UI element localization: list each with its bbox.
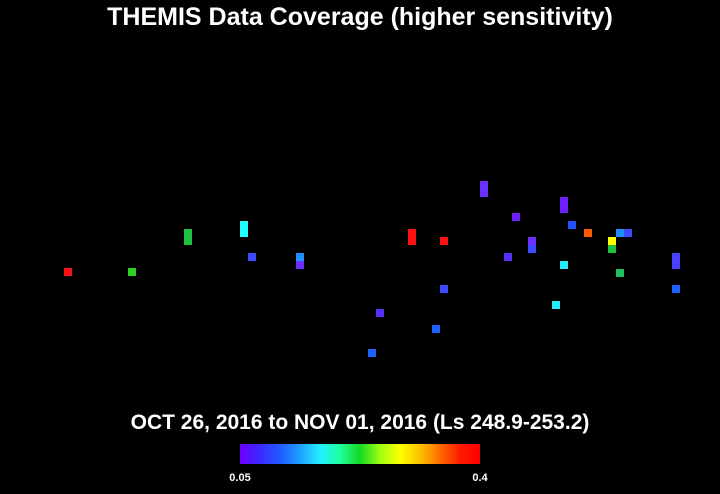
coverage-marker [440,237,448,245]
coverage-marker [512,213,520,221]
coverage-marker [584,229,592,237]
coverage-marker [672,253,680,269]
coverage-marker [432,325,440,333]
coverage-marker [616,229,624,237]
coverage-marker [568,221,576,229]
color-scale-min-label: 0.05 [229,472,251,484]
map-title: THEMIS Data Coverage (higher sensitivity… [107,3,613,31]
color-scale-bar [240,444,480,464]
coverage-marker [608,245,616,253]
coverage-marker [608,237,616,245]
coverage-marker [128,268,136,276]
coverage-marker [248,253,256,261]
coverage-marker [376,309,384,317]
coverage-marker [184,229,192,245]
coverage-marker [552,301,560,309]
coverage-marker [480,181,488,197]
coverage-marker [672,285,680,293]
color-scale-max-label: 0.4 [472,472,488,484]
coverage-marker [440,285,448,293]
coverage-marker [64,268,72,276]
coverage-marker [560,197,568,213]
coverage-marker [296,253,304,261]
coverage-marker [560,261,568,269]
coverage-marker [296,261,304,269]
coverage-marker [624,229,632,237]
coverage-marker [504,253,512,261]
date-range-label: OCT 26, 2016 to NOV 01, 2016 (Ls 248.9-2… [130,411,590,434]
coverage-marker [616,269,624,277]
coverage-markers [64,181,680,357]
coverage-marker [240,221,248,237]
coverage-marker [408,229,416,245]
coverage-marker [528,237,536,245]
coverage-marker [368,349,376,357]
